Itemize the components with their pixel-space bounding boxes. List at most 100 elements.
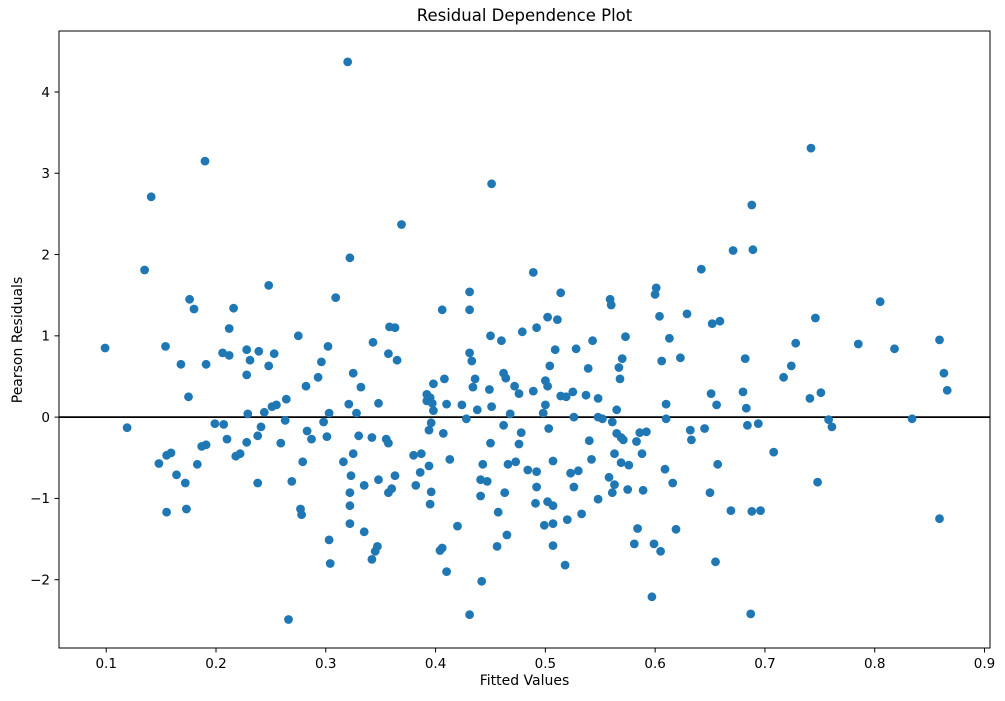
data-point — [415, 468, 425, 477]
data-point — [387, 484, 397, 494]
x-tick-label: 0.6 — [644, 656, 665, 672]
data-point — [242, 370, 252, 380]
data-point — [668, 478, 678, 488]
data-point — [161, 342, 170, 351]
data-point — [298, 457, 308, 467]
data-point — [317, 357, 326, 367]
data-point — [476, 491, 485, 501]
data-point — [503, 459, 513, 469]
data-point — [176, 359, 186, 369]
data-point — [409, 450, 418, 460]
data-point — [219, 420, 229, 429]
data-point — [890, 344, 899, 354]
data-point — [442, 399, 451, 409]
data-point — [222, 434, 232, 444]
data-point — [661, 414, 671, 424]
data-point — [687, 435, 696, 445]
data-point — [647, 592, 657, 602]
y-tick-label: −2 — [30, 573, 50, 589]
data-point — [301, 381, 311, 391]
data-point — [907, 414, 917, 424]
data-point — [756, 506, 765, 515]
data-point — [264, 361, 274, 371]
data-point — [331, 293, 341, 302]
data-point — [442, 567, 451, 576]
data-point — [942, 385, 952, 395]
data-point — [343, 57, 353, 67]
data-point — [384, 438, 393, 448]
data-point — [621, 332, 630, 342]
data-point — [588, 336, 597, 346]
data-point — [486, 331, 495, 341]
data-point — [272, 400, 281, 410]
data-point — [499, 420, 508, 430]
data-point — [280, 416, 290, 425]
y-tick-label: 4 — [41, 85, 50, 101]
data-point — [556, 288, 566, 298]
data-point — [345, 253, 355, 263]
plot-title: Residual Dependence Plot — [416, 6, 633, 25]
data-point — [632, 437, 641, 446]
data-point — [185, 294, 195, 304]
data-point — [741, 403, 751, 413]
data-point — [224, 324, 234, 333]
data-point — [528, 386, 538, 396]
data-point — [660, 464, 670, 474]
data-point — [100, 343, 110, 353]
data-point — [544, 424, 554, 433]
data-point — [700, 424, 709, 433]
data-point — [293, 331, 303, 341]
data-point — [182, 504, 191, 514]
data-point — [368, 337, 378, 347]
data-point — [827, 422, 837, 432]
data-point — [437, 305, 447, 315]
data-point — [635, 428, 645, 437]
data-point — [548, 501, 558, 511]
data-point — [532, 482, 541, 492]
data-point — [297, 510, 306, 520]
data-point — [359, 481, 369, 490]
data-point — [359, 527, 369, 537]
data-point — [532, 323, 541, 333]
data-point — [612, 405, 622, 415]
data-point — [616, 458, 626, 468]
data-point — [425, 499, 435, 509]
data-point — [254, 346, 264, 356]
data-point — [502, 530, 512, 540]
data-point — [511, 457, 521, 467]
y-tick-label: 2 — [41, 247, 50, 263]
data-point — [324, 535, 334, 545]
data-point — [569, 412, 579, 422]
data-point — [486, 438, 495, 448]
data-point — [638, 485, 648, 495]
data-point — [224, 351, 234, 360]
data-point — [465, 610, 474, 620]
x-tick-label: 0.8 — [864, 656, 885, 672]
x-tick-label: 0.7 — [754, 656, 775, 672]
data-point — [281, 394, 291, 404]
data-point — [584, 436, 594, 446]
data-point — [467, 356, 477, 366]
data-point — [122, 423, 132, 433]
data-point — [256, 422, 266, 432]
data-point — [604, 472, 614, 482]
data-point — [485, 385, 494, 394]
data-point — [706, 389, 716, 398]
data-point — [571, 344, 581, 354]
data-point — [707, 319, 717, 328]
data-point — [426, 487, 436, 497]
data-point — [200, 156, 210, 166]
data-point — [497, 336, 506, 346]
data-point — [587, 455, 596, 464]
data-point — [180, 478, 190, 488]
data-point — [487, 179, 496, 189]
data-point — [791, 338, 801, 348]
data-point — [374, 398, 383, 408]
data-point — [539, 520, 549, 530]
y-tick-label: −1 — [30, 491, 50, 507]
data-point — [553, 315, 562, 324]
data-point — [478, 459, 488, 469]
data-point — [352, 408, 361, 418]
data-point — [665, 333, 674, 343]
